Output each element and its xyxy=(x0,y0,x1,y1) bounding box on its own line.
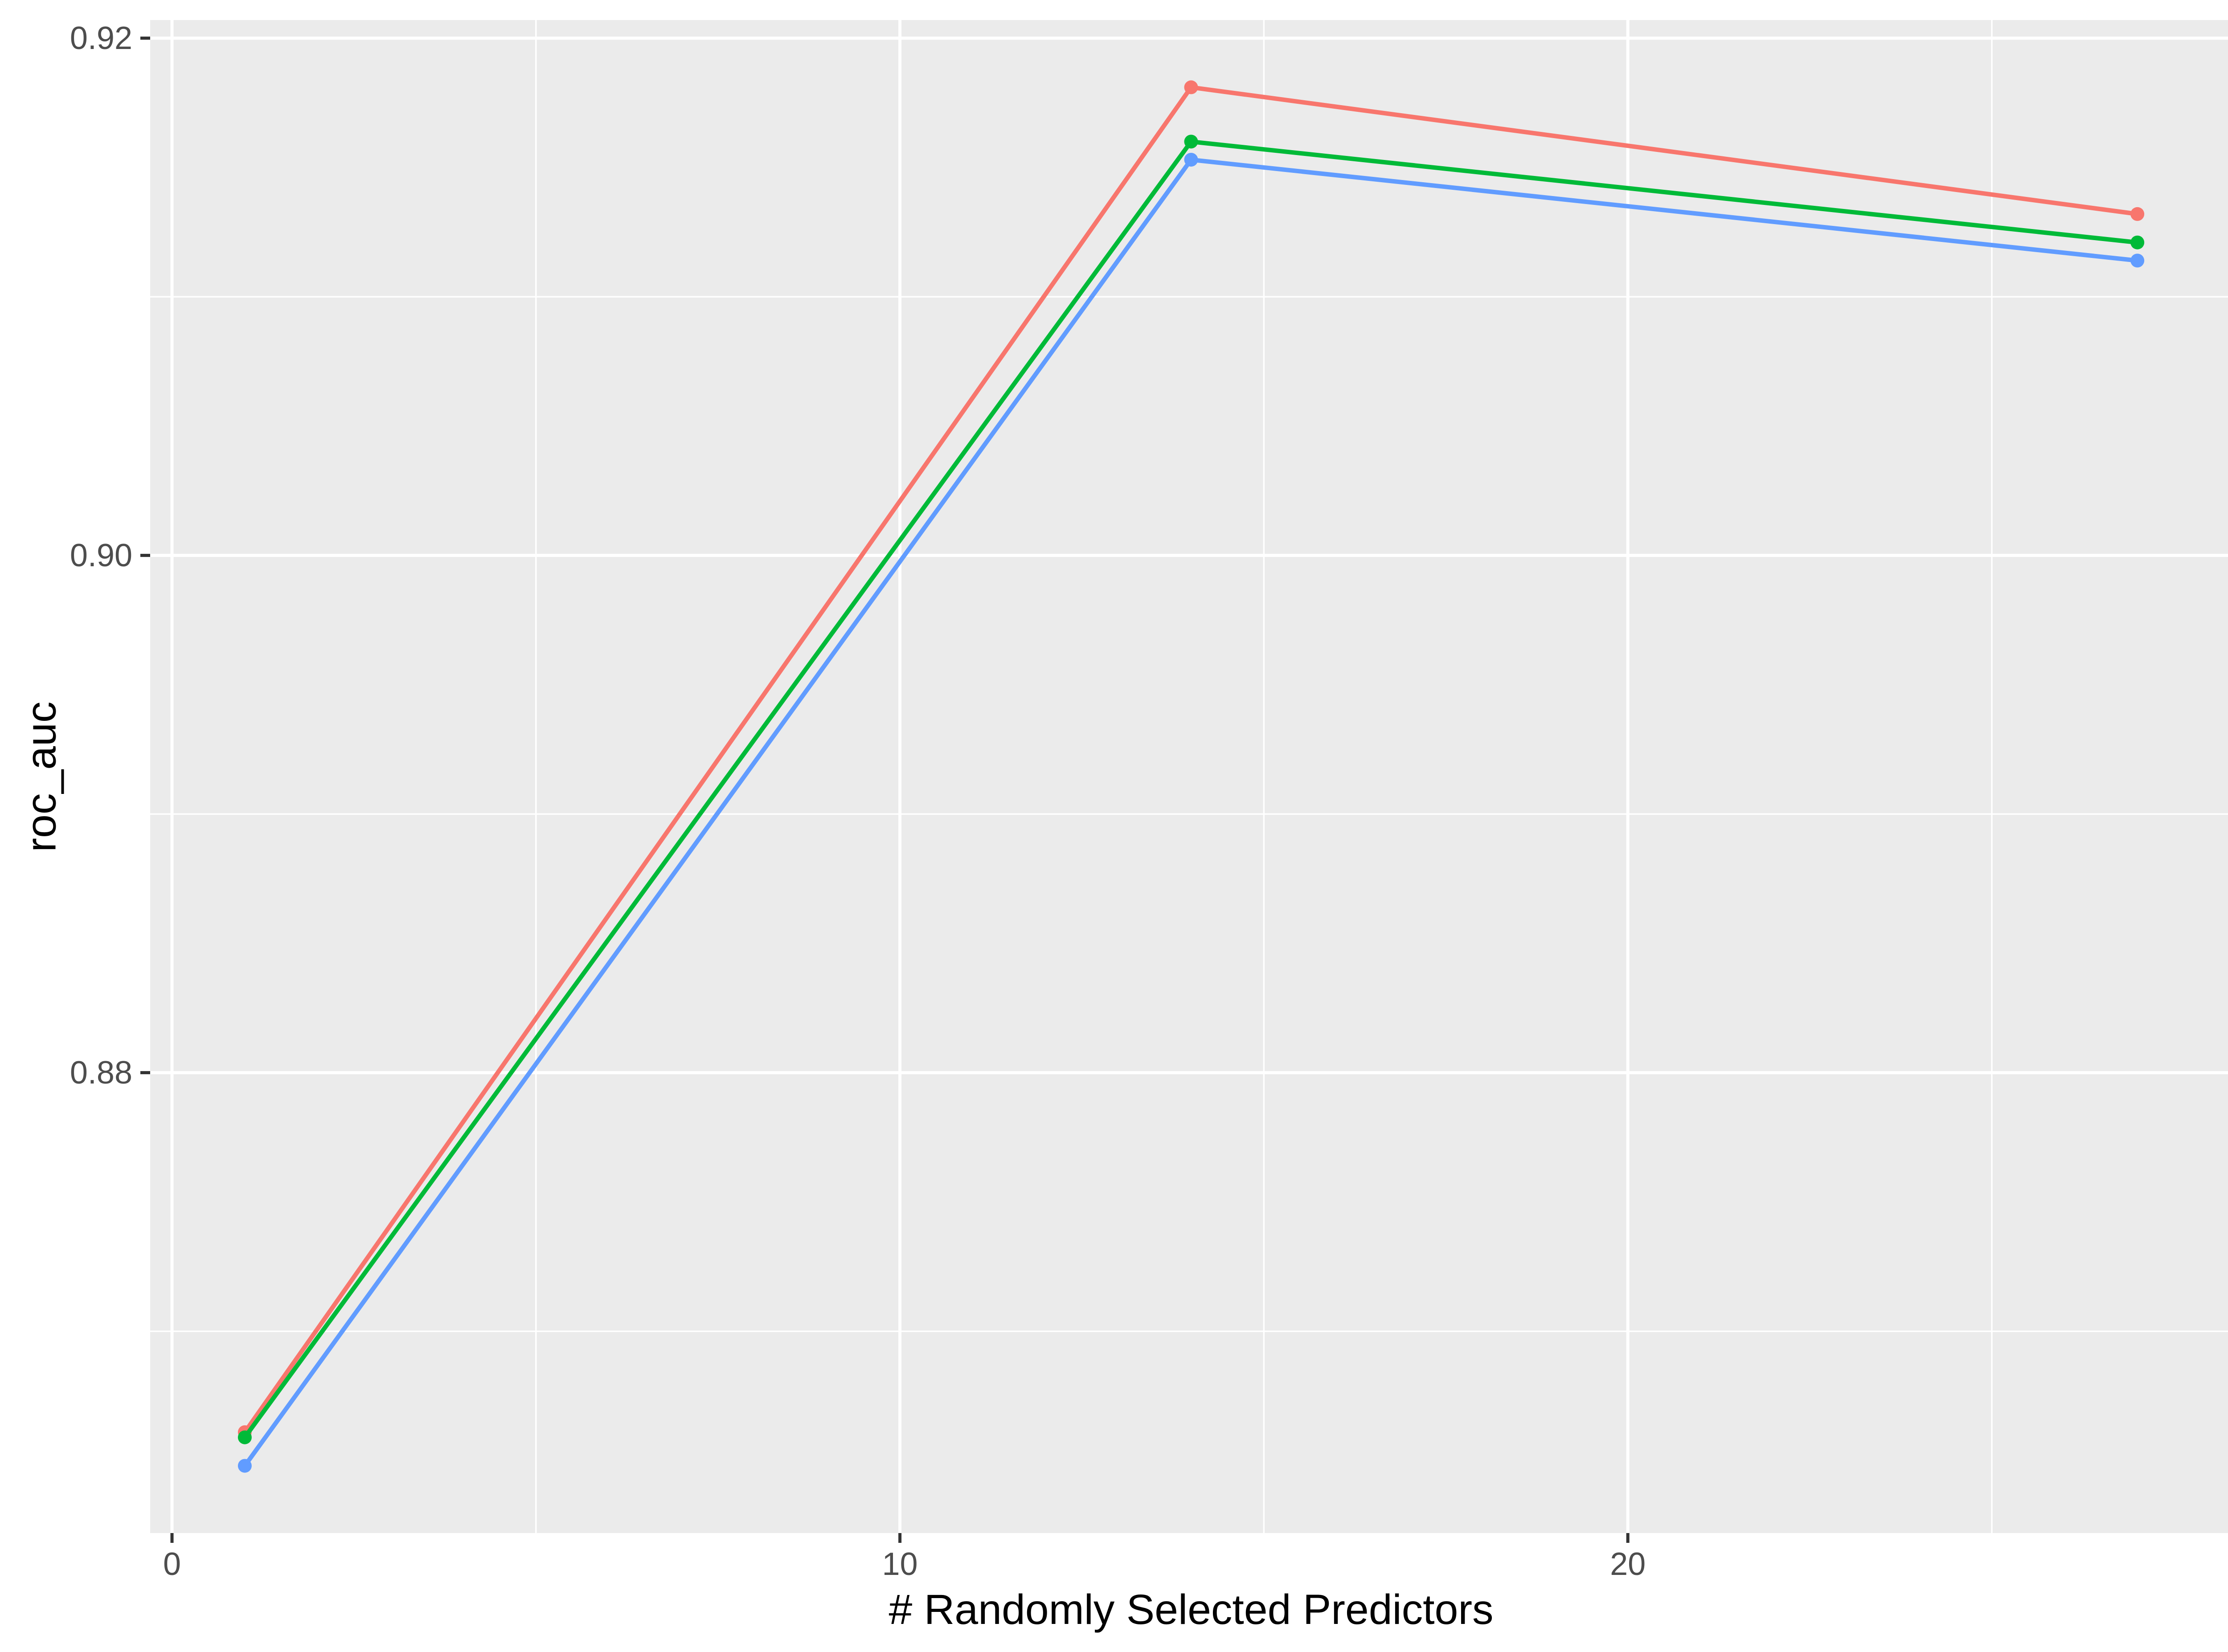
x-axis-title: # Randomly Selected Predictors xyxy=(889,1586,1494,1633)
y-tick-label-0.90: 0.90 xyxy=(70,537,132,573)
y-tick-label-0.92: 0.92 xyxy=(70,20,132,56)
data-point-21 xyxy=(1184,135,1198,149)
data-point-2 xyxy=(2130,207,2145,221)
data-point-21 xyxy=(238,1430,252,1444)
data-point-40 xyxy=(1184,152,1198,167)
x-tick-label-10: 10 xyxy=(882,1546,918,1582)
data-point-21 xyxy=(2130,235,2145,249)
data-point-40 xyxy=(238,1459,252,1473)
x-tick-label-20: 20 xyxy=(1610,1546,1646,1582)
panel-background xyxy=(150,20,2228,1533)
x-tick-label-0: 0 xyxy=(163,1546,181,1582)
y-axis-title: roc_auc xyxy=(17,701,65,852)
y-tick-label-0.88: 0.88 xyxy=(70,1055,132,1091)
data-point-2 xyxy=(1184,80,1198,94)
data-point-40 xyxy=(2130,254,2145,268)
